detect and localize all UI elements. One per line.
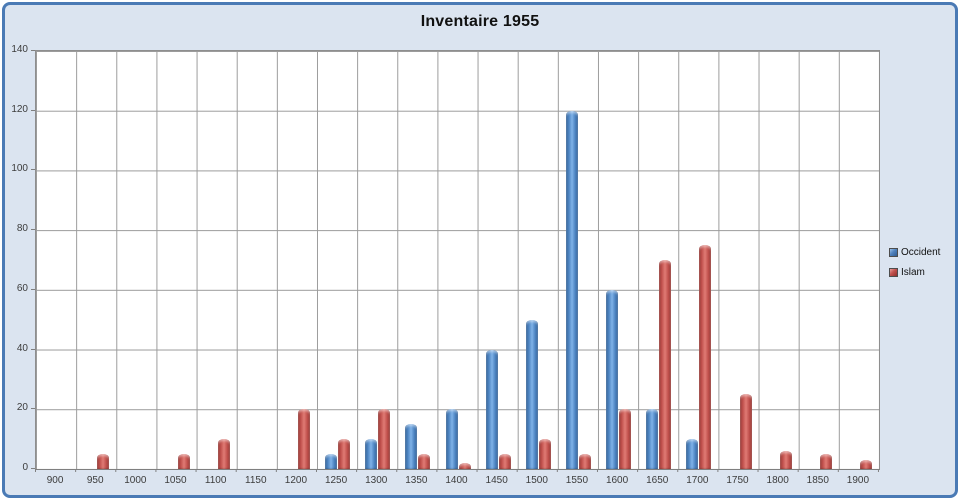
- x-axis-label-1350: 1350: [405, 475, 428, 486]
- x-axis-label-1550: 1550: [565, 475, 589, 486]
- x-axis-label-1300: 1300: [365, 475, 388, 486]
- bar-occident-1300: [365, 439, 378, 469]
- bar-islam-1700: [699, 245, 712, 469]
- bar-islam-1600: [619, 409, 632, 469]
- bar-islam-1750: [739, 394, 752, 469]
- x-axis-label-1900: 1900: [846, 475, 870, 486]
- bar-occident-1450: [485, 349, 498, 469]
- y-axis-tick: [31, 348, 35, 350]
- x-axis-label-1600: 1600: [605, 475, 629, 486]
- bar-occident-1400: [445, 409, 458, 469]
- bar-islam-1350: [418, 454, 431, 469]
- legend-label-occident: Occident: [901, 247, 941, 258]
- x-axis-label-1850: 1850: [806, 475, 829, 486]
- x-axis-ticks: [35, 469, 879, 472]
- y-axis-label-60: 60: [16, 282, 28, 294]
- bar-islam-1100: [217, 439, 230, 469]
- bar-islam-1850: [819, 454, 832, 469]
- bar-islam-1050: [177, 454, 190, 469]
- x-axis-label-1000: 1000: [124, 475, 147, 486]
- y-axis-label-20: 20: [16, 402, 28, 414]
- y-axis-tick: [31, 468, 35, 469]
- x-axis-label-1150: 1150: [245, 475, 267, 486]
- bar-islam-1200: [297, 409, 310, 469]
- bar-islam-1300: [378, 409, 391, 469]
- x-axis-label-950: 950: [86, 475, 104, 486]
- y-axis-label-120: 120: [11, 103, 28, 115]
- y-axis-tick: [31, 408, 35, 410]
- y-axis-label-40: 40: [16, 342, 28, 354]
- y-axis-label-100: 100: [11, 163, 28, 175]
- legend-item-islam: Islam: [889, 267, 957, 278]
- x-axis-label-1750: 1750: [726, 475, 749, 486]
- bar-islam-950: [97, 454, 110, 469]
- y-axis-tick: [31, 169, 35, 171]
- x-axis-label-900: 900: [46, 475, 64, 486]
- y-axis-label-0: 0: [22, 462, 28, 473]
- y-axis-tick: [31, 229, 35, 231]
- legend-marker-occident-icon: [889, 248, 898, 257]
- x-axis-label-1500: 1500: [525, 475, 548, 486]
- bar-occident-1700: [686, 439, 699, 469]
- legend-label-islam: Islam: [901, 267, 925, 278]
- x-axis-label-1800: 1800: [766, 475, 789, 486]
- bar-occident-1500: [525, 319, 538, 469]
- bar-islam-1650: [659, 260, 672, 469]
- bar-islam-1500: [538, 439, 551, 469]
- bar-islam-1900: [859, 460, 872, 469]
- x-axis-label-1050: 1050: [164, 475, 187, 486]
- bar-occident-1600: [606, 289, 619, 469]
- y-axis-tick: [31, 288, 35, 290]
- x-axis-label-1450: 1450: [485, 475, 508, 486]
- bar-islam-1250: [338, 439, 351, 469]
- bar-occident-1550: [565, 110, 578, 469]
- bar-occident-1650: [646, 409, 659, 469]
- y-axis-tick: [31, 109, 35, 111]
- legend-marker-islam-icon: [889, 268, 898, 277]
- bar-islam-1550: [578, 454, 591, 469]
- bar-islam-1400: [458, 463, 471, 469]
- legend: Occident Islam: [889, 247, 957, 287]
- y-axis-tick: [31, 50, 35, 51]
- bar-islam-1800: [779, 451, 792, 469]
- plot-area: [35, 50, 880, 470]
- legend-item-occident: Occident: [889, 247, 957, 258]
- bar-occident-1350: [405, 424, 418, 469]
- x-axis-label-1100: 1100: [204, 475, 227, 486]
- x-axis-label-1250: 1250: [324, 475, 348, 486]
- x-axis-label-1400: 1400: [445, 475, 468, 486]
- bar-islam-1450: [498, 454, 511, 469]
- x-axis-label-1200: 1200: [284, 475, 308, 486]
- x-axis-label-1700: 1700: [686, 475, 709, 486]
- bar-occident-1250: [325, 454, 338, 469]
- chart-title: Inventaire 1955: [420, 13, 540, 30]
- x-axis-label-1650: 1650: [646, 475, 669, 486]
- y-axis-label-80: 80: [16, 223, 28, 235]
- y-axis-label-140: 140: [11, 44, 28, 55]
